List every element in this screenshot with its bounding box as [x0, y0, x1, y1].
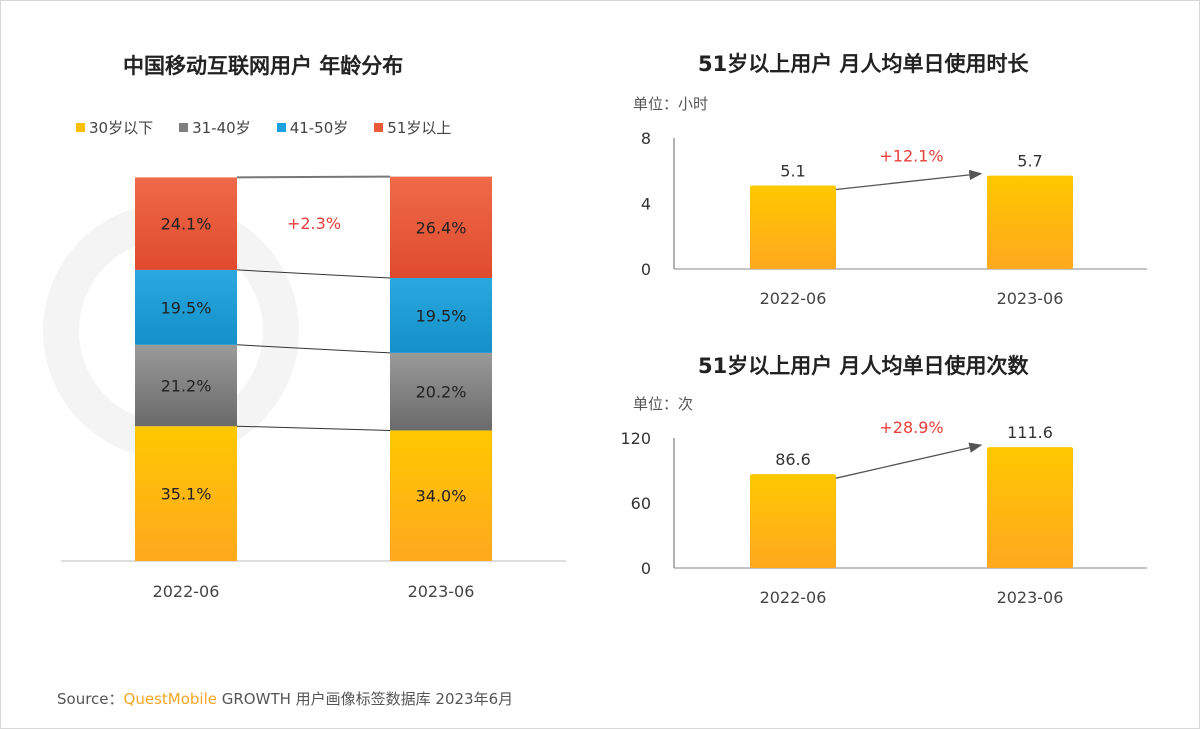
data-label: 19.5% — [416, 306, 467, 325]
source-text: GROWTH 用户画像标签数据库 2023年6月 — [221, 690, 514, 708]
bar-segment — [135, 426, 237, 561]
data-label: 34.0% — [416, 487, 467, 506]
y-tick-label: 4 — [641, 195, 651, 214]
bar-segment — [390, 176, 492, 278]
bar — [987, 175, 1073, 269]
legend-label: 51岁以上 — [387, 119, 452, 137]
data-label: 20.2% — [416, 383, 467, 402]
growth-arrow — [835, 169, 983, 191]
bar-segment — [390, 352, 492, 431]
growth-arrow — [835, 442, 983, 479]
bar-segment — [135, 344, 237, 427]
growth-annotation: +12.1% — [879, 147, 943, 166]
growth-annotation: +2.3% — [287, 214, 341, 233]
bar-segment — [390, 430, 492, 561]
unit-label-duration: 单位：小时 — [633, 95, 709, 113]
legend-item: 41-50岁 — [276, 117, 349, 138]
bar — [750, 474, 836, 568]
x-tick-label: 2023-06 — [997, 289, 1064, 308]
legend-item: 31-40岁 — [179, 117, 251, 138]
data-label: 24.1% — [161, 215, 212, 234]
x-tick-label: 2022-06 — [760, 289, 827, 308]
bar-segment — [390, 277, 492, 353]
legend-label: 31-40岁 — [192, 119, 251, 137]
unit-label-count: 单位：次 — [633, 395, 694, 413]
legend-swatch — [76, 123, 85, 132]
chart-title-count: 51岁以上用户 月人均单日使用次数 — [698, 354, 1029, 378]
bar — [750, 185, 836, 269]
data-label: 111.6 — [1007, 423, 1053, 442]
y-tick-label: 0 — [641, 559, 651, 578]
growth-annotation: +28.9% — [879, 418, 943, 437]
x-tick-label: 2023-06 — [408, 582, 475, 601]
chart-title-duration: 51岁以上用户 月人均单日使用时长 — [698, 52, 1029, 76]
x-tick-label: 2022-06 — [760, 588, 827, 607]
source-brand: QuestMobile — [123, 690, 217, 708]
data-label: 5.7 — [1017, 152, 1042, 171]
source-label: Source： — [57, 690, 124, 708]
y-tick-label: 60 — [631, 494, 651, 513]
y-tick-label: 120 — [620, 429, 651, 448]
y-tick-label: 0 — [641, 260, 651, 279]
legend-swatch — [276, 123, 286, 132]
bar-segment — [135, 177, 237, 270]
x-tick-label: 2023-06 — [997, 588, 1064, 607]
legend-swatch — [374, 123, 384, 132]
data-label: 5.1 — [780, 161, 805, 180]
x-tick-label: 2022-06 — [153, 582, 220, 601]
y-tick-label: 8 — [641, 129, 651, 148]
data-label: 19.5% — [161, 298, 212, 317]
connector-line — [236, 425, 391, 431]
data-label: 86.6 — [775, 450, 811, 469]
connector-line — [236, 175, 391, 179]
legend: 30岁以下 31-40岁 41-50岁 51岁以上 — [76, 117, 451, 138]
connector-line — [236, 344, 391, 354]
bar — [987, 447, 1073, 568]
data-label: 26.4% — [416, 218, 467, 237]
bar-segment — [135, 269, 237, 345]
data-label: 21.2% — [161, 377, 212, 396]
legend-label: 30岁以下 — [89, 119, 154, 137]
source-note: Source：QuestMobile GROWTH 用户画像标签数据库 2023… — [57, 688, 513, 709]
connector-line — [236, 269, 391, 279]
legend-swatch — [179, 123, 189, 132]
data-label: 35.1% — [161, 485, 212, 504]
chart-title-age: 中国移动互联网用户 年龄分布 — [123, 54, 404, 78]
legend-label: 41-50岁 — [289, 119, 349, 137]
legend-item: 51岁以上 — [374, 117, 451, 138]
legend-item: 30岁以下 — [76, 117, 153, 138]
